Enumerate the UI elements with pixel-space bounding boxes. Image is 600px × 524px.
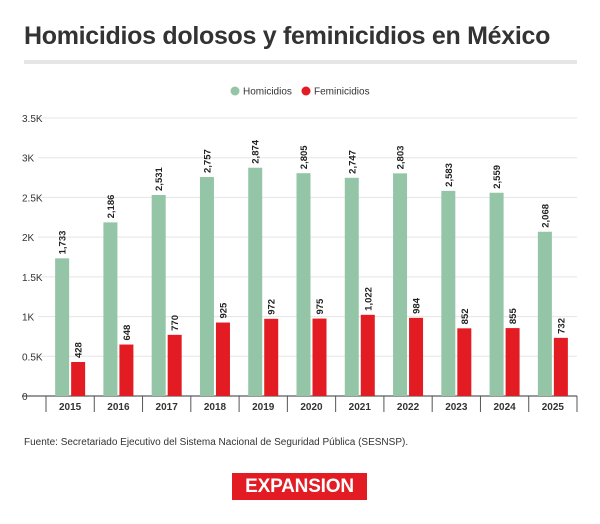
bar-feminicidios <box>167 334 182 396</box>
bar-chart: 0 0.5K 1K 1.5K 2K 2.5K 3K 3.5K 2015 2016 2017 2018 2… <box>22 86 578 413</box>
bar-feminicidios <box>409 317 424 396</box>
bar-feminicidios <box>360 314 375 396</box>
data-label: 2,186 <box>106 195 117 219</box>
x-tick-label: 2017 <box>156 402 179 413</box>
bar-feminicidios <box>215 322 230 396</box>
x-tick-label: 2024 <box>493 402 516 413</box>
bar-homicidios <box>248 167 263 396</box>
data-label: 2,805 <box>299 145 310 169</box>
x-tick-label: 2021 <box>349 402 372 413</box>
data-label: 2,747 <box>347 150 358 174</box>
title-divider <box>24 60 577 64</box>
expansion-logo: EXPANSION <box>232 473 367 500</box>
legend-label: Feminicidios <box>314 87 370 98</box>
data-label: 2,803 <box>396 146 407 170</box>
x-tick-label: 2015 <box>59 402 82 413</box>
bar-feminicidios <box>457 328 472 396</box>
data-label: 1,733 <box>58 231 69 255</box>
x-tick-label: 2022 <box>397 402 420 413</box>
data-label: 855 <box>508 308 519 325</box>
bar-homicidios <box>296 173 311 396</box>
bar-homicidios <box>151 194 166 396</box>
bar-homicidios <box>489 192 504 396</box>
y-tick-label: 3K <box>22 154 35 165</box>
chart-title: Homicidios dolosos y feminicidios en Méx… <box>24 22 551 50</box>
legend-label: Homicidios <box>243 87 292 98</box>
data-label: 2,874 <box>251 139 262 163</box>
bar-feminicidios <box>553 337 568 396</box>
data-label: 2,531 <box>154 166 165 190</box>
data-label: 1,022 <box>363 287 374 311</box>
y-tick-label: 2K <box>22 233 35 244</box>
y-tick-label: 1.5K <box>22 273 43 284</box>
bar-feminicidios <box>505 328 520 396</box>
bar-homicidios <box>344 177 359 396</box>
x-tick-label: 2025 <box>542 402 565 413</box>
bar-homicidios <box>441 190 456 396</box>
y-tick-label: 0.5K <box>22 352 43 363</box>
x-tick-label: 2020 <box>300 402 323 413</box>
bar-homicidios <box>393 173 408 396</box>
data-label: 732 <box>556 318 567 334</box>
data-label: 2,583 <box>444 163 455 187</box>
data-label: 2,559 <box>492 165 503 189</box>
source-note: Fuente: Secretariado Ejecutivo del Siste… <box>24 437 409 448</box>
bar-feminicidios <box>119 344 134 396</box>
data-label: 852 <box>460 308 471 324</box>
bar-feminicidios <box>71 362 86 396</box>
data-label: 975 <box>315 298 326 315</box>
legend-swatch-homicidios <box>230 86 240 96</box>
y-tick-label: 0 <box>22 392 28 403</box>
bar-homicidios <box>55 258 70 396</box>
data-label: 770 <box>170 315 181 331</box>
data-label: 925 <box>218 302 229 319</box>
y-tick-label: 1K <box>22 313 35 324</box>
x-tick-label: 2016 <box>107 402 130 413</box>
y-tick-label: 2.5K <box>22 193 43 204</box>
data-label: 984 <box>412 297 423 314</box>
data-label: 428 <box>74 342 85 358</box>
bar-homicidios <box>537 231 552 396</box>
data-label: 972 <box>267 299 278 315</box>
x-tick-label: 2018 <box>204 402 227 413</box>
x-tick-label: 2023 <box>445 402 468 413</box>
legend-swatch-feminicidios <box>301 86 311 96</box>
data-label: 2,757 <box>202 149 213 173</box>
bar-homicidios <box>199 177 214 396</box>
bar-homicidios <box>103 222 118 396</box>
bar-feminicidios <box>312 318 327 396</box>
x-tick-label: 2019 <box>252 402 275 413</box>
bar-feminicidios <box>264 318 279 396</box>
y-tick-label: 3.5K <box>22 114 43 125</box>
data-label: 648 <box>122 325 133 341</box>
data-label: 2,068 <box>540 204 551 228</box>
